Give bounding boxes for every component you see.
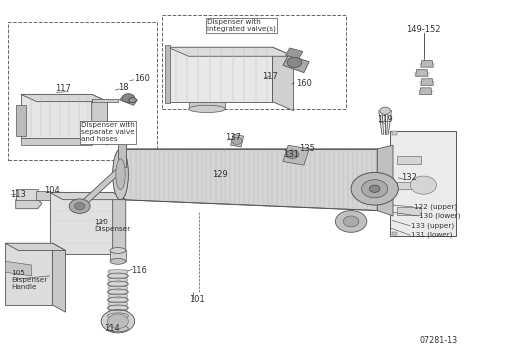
Circle shape <box>232 137 242 144</box>
Text: 07281-13: 07281-13 <box>419 336 457 345</box>
Bar <box>392 131 397 135</box>
Text: 119: 119 <box>377 115 393 124</box>
Text: 130 (lower): 130 (lower) <box>419 213 461 219</box>
Bar <box>162 15 346 109</box>
Polygon shape <box>5 261 31 276</box>
Polygon shape <box>113 192 126 261</box>
Ellipse shape <box>108 278 128 282</box>
Text: 149-152: 149-152 <box>406 25 441 33</box>
Polygon shape <box>50 192 113 254</box>
Polygon shape <box>283 55 309 73</box>
Text: 18: 18 <box>118 83 128 91</box>
Polygon shape <box>108 269 128 316</box>
Polygon shape <box>390 131 456 236</box>
Polygon shape <box>286 48 303 59</box>
Polygon shape <box>421 79 433 85</box>
Bar <box>397 207 421 215</box>
Ellipse shape <box>108 302 128 306</box>
Polygon shape <box>21 94 107 102</box>
Polygon shape <box>92 99 118 102</box>
Text: Dispenser with
separate valve
and hoses: Dispenser with separate valve and hoses <box>81 122 135 143</box>
Text: 105
Dispenser
Handle: 105 Dispenser Handle <box>12 269 48 290</box>
Text: 131: 131 <box>283 150 299 159</box>
Polygon shape <box>110 250 126 261</box>
Circle shape <box>69 199 90 213</box>
Polygon shape <box>50 192 126 200</box>
Ellipse shape <box>189 105 225 113</box>
Circle shape <box>129 98 136 103</box>
Polygon shape <box>168 47 272 102</box>
Polygon shape <box>272 47 293 111</box>
Text: 117: 117 <box>55 85 71 93</box>
Ellipse shape <box>113 149 128 200</box>
Bar <box>16 189 38 200</box>
Polygon shape <box>377 145 393 216</box>
Circle shape <box>74 203 85 210</box>
Polygon shape <box>283 145 309 165</box>
Bar <box>397 156 421 164</box>
Polygon shape <box>419 88 432 94</box>
Bar <box>397 182 421 189</box>
Circle shape <box>351 172 398 205</box>
Circle shape <box>286 150 299 159</box>
Polygon shape <box>81 165 123 207</box>
Ellipse shape <box>108 294 128 298</box>
Circle shape <box>287 57 302 68</box>
Text: 133 (upper): 133 (upper) <box>411 223 454 229</box>
Text: 129: 129 <box>212 170 228 179</box>
Polygon shape <box>189 102 225 109</box>
Polygon shape <box>16 200 42 209</box>
Polygon shape <box>231 134 244 147</box>
Bar <box>36 191 50 200</box>
Circle shape <box>107 314 128 329</box>
Text: Dispenser with
integrated valve(s): Dispenser with integrated valve(s) <box>207 19 276 32</box>
Circle shape <box>380 107 390 114</box>
Polygon shape <box>168 47 293 56</box>
Circle shape <box>335 211 367 232</box>
Bar <box>8 22 157 160</box>
Polygon shape <box>121 149 377 211</box>
Polygon shape <box>5 243 66 250</box>
Text: 114: 114 <box>104 324 119 333</box>
Text: 113: 113 <box>10 190 26 199</box>
Ellipse shape <box>108 310 128 314</box>
Ellipse shape <box>107 325 128 332</box>
Text: 117: 117 <box>262 72 278 81</box>
Circle shape <box>101 310 135 333</box>
Text: 131 (lower): 131 (lower) <box>411 232 453 238</box>
Text: 132: 132 <box>401 174 417 182</box>
Text: 160: 160 <box>296 79 312 88</box>
Ellipse shape <box>108 270 128 274</box>
Text: 135: 135 <box>299 144 314 153</box>
Ellipse shape <box>110 258 126 264</box>
Text: 160: 160 <box>134 74 149 82</box>
Polygon shape <box>52 243 66 312</box>
Text: 137: 137 <box>225 134 242 142</box>
Circle shape <box>369 185 380 192</box>
Ellipse shape <box>116 159 125 189</box>
Text: 110
Dispenser: 110 Dispenser <box>94 219 130 232</box>
Polygon shape <box>5 243 52 305</box>
Circle shape <box>122 94 135 102</box>
Circle shape <box>362 180 388 198</box>
Text: 122 (upper): 122 (upper) <box>414 204 457 210</box>
Polygon shape <box>416 70 428 76</box>
Polygon shape <box>21 94 92 138</box>
Polygon shape <box>119 95 137 105</box>
Circle shape <box>343 216 359 227</box>
Ellipse shape <box>110 248 126 253</box>
Text: 101: 101 <box>189 295 204 304</box>
Polygon shape <box>21 138 92 145</box>
Polygon shape <box>92 94 107 145</box>
Polygon shape <box>421 61 433 67</box>
Ellipse shape <box>108 286 128 290</box>
Text: 116: 116 <box>131 266 147 275</box>
Polygon shape <box>165 45 170 103</box>
Polygon shape <box>118 138 126 167</box>
Polygon shape <box>16 105 26 136</box>
Bar <box>392 232 397 235</box>
Circle shape <box>410 176 436 194</box>
Text: 104: 104 <box>45 186 60 195</box>
